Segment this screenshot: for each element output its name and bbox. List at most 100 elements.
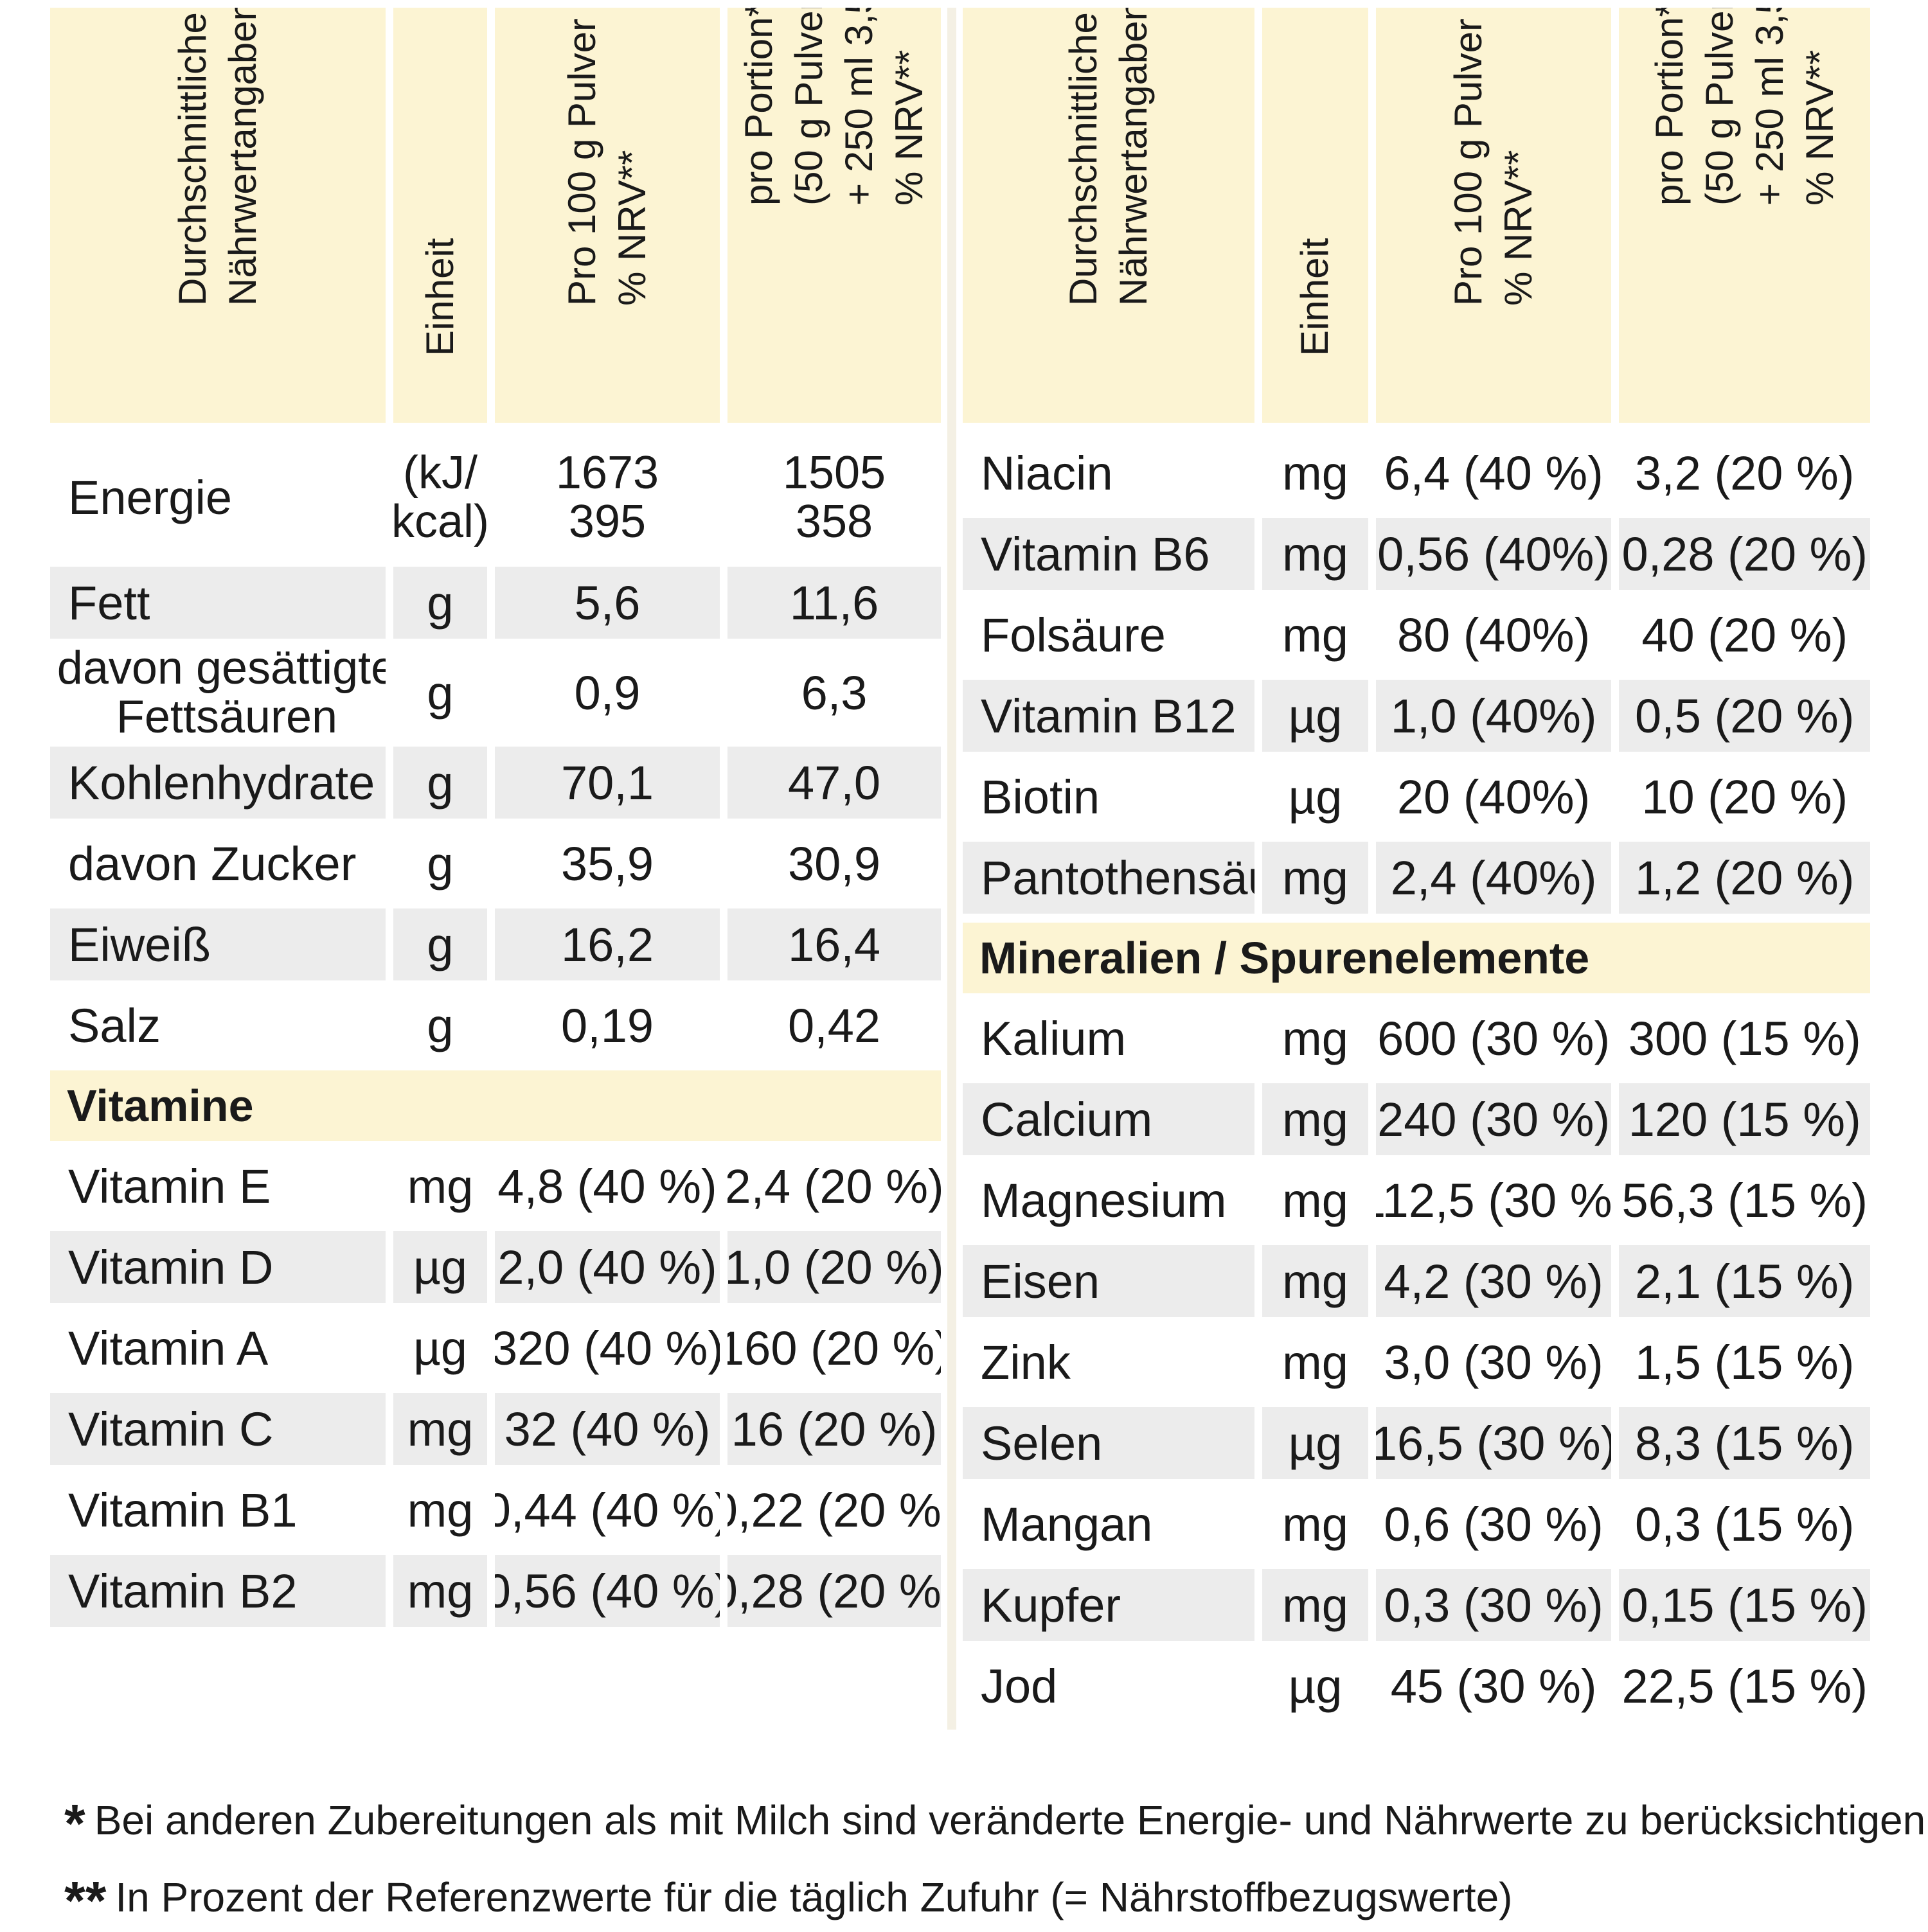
nutrient-name: Magnesium — [981, 1173, 1227, 1227]
header-line: % NRV** — [1497, 150, 1540, 306]
header-per-portion: pro Portion* (50 g Pulver + 250 ml 3,5% Mi… — [1619, 8, 1870, 423]
table-row: Jod µg 45 (30 %) 22,5 (15 %) — [963, 1650, 1870, 1722]
footnote-1: * Bei anderen Zubereitungen als mit Milch… — [64, 1793, 1925, 1855]
footnote-mark: * — [64, 1793, 85, 1854]
unit-cell: mg — [1282, 1497, 1348, 1551]
value-per-100g: 600 (30 %) — [1377, 1011, 1611, 1065]
section-minerals: Mineralien / Spurenelemente — [963, 923, 1870, 993]
value-per-100g: 0,56 (40 %) — [495, 1555, 720, 1627]
table-row: Kalium mg 600 (30 %) 300 (15 %) — [963, 1002, 1870, 1074]
value-per-portion: 16 (20 %) — [727, 1393, 941, 1465]
value-per-portion: 2,1 (15 %) — [1619, 1245, 1870, 1317]
table-row: Folsäure mg 80 (40%) 40 (20 %) — [963, 599, 1870, 671]
section-vitamins: Vitamine — [50, 1070, 941, 1141]
table-row: Magnesium mg 112,5 (30 %)56,3 (15 %) — [963, 1164, 1870, 1236]
value-per-portion-line: 358 — [795, 496, 873, 547]
unit-cell: g — [393, 908, 487, 980]
value-per-portion: 40 (20 %) — [1641, 608, 1848, 662]
unit-cell-line: (kJ/ — [403, 447, 478, 499]
table-header: Durchschnittliche Nährwertangaben Einheit… — [963, 8, 1870, 423]
value-per-100g: 2,0 (40 %) — [495, 1231, 720, 1303]
header-line: Einheit — [418, 238, 461, 356]
nutrient-name: davon gesättigte Fettsäuren — [50, 648, 386, 738]
header-line: Durchschnittliche — [1062, 12, 1105, 306]
table-row: Zink mg 3,0 (30 %) 1,5 (15 %) — [963, 1326, 1870, 1398]
header-line: % NRV** — [611, 150, 654, 306]
value-per-portion: 1,5 (15 %) — [1635, 1335, 1855, 1389]
value-per-100g: 0,6 (30 %) — [1384, 1497, 1603, 1551]
table-row: Kupfer mg 0,3 (30 %) 0,15 (15 %) — [963, 1569, 1870, 1641]
header-line: (50 g Pulver — [1697, 8, 1741, 206]
unit-cell: g — [393, 567, 487, 639]
unit-cell: mg — [1282, 1011, 1348, 1065]
table-row: Vitamin B12 µg 1,0 (40%) 0,5 (20 %) — [963, 680, 1870, 752]
value-per-portion: 10 (20 %) — [1641, 770, 1848, 824]
value-per-portion: 0,5 (20 %) — [1619, 680, 1870, 752]
value-per-100g: 0,19 — [560, 998, 654, 1052]
nutrition-table-left: Durchschnittliche Nährwertangaben Einheit… — [50, 8, 941, 1636]
value-per-portion: 160 (20 %) — [727, 1321, 941, 1375]
value-per-100g: 4,8 (40 %) — [497, 1159, 717, 1213]
table-row: Calcium mg 240 (30 %) 120 (15 %) — [963, 1083, 1870, 1155]
header-line: Pro 100 g Pulver — [560, 19, 603, 306]
unit-cell: µg — [1262, 680, 1368, 752]
value-per-portion: 16,4 — [727, 908, 941, 980]
unit-cell: µg — [1288, 770, 1343, 824]
value-per-100g: 16,5 (30 %) — [1375, 1407, 1612, 1479]
table-row: Fett g 5,6 11,6 — [50, 567, 941, 639]
header-line: Durchschnittliche — [171, 12, 214, 306]
value-per-100g: 70,1 — [495, 747, 720, 819]
nutrient-name: Kalium — [981, 1011, 1127, 1065]
value-per-portion: 0,28 (20 %) — [1619, 518, 1870, 590]
value-per-portion: 6,3 — [801, 666, 868, 720]
value-per-portion-line: 1505 — [782, 447, 886, 499]
table-row: Vitamin E mg 4,8 (40 %) 2,4 (20 %) — [50, 1150, 941, 1222]
header-line: pro Portion* — [737, 8, 780, 206]
value-per-100g: 112,5 (30 %) — [1376, 1173, 1612, 1227]
nutrient-name: Kohlenhydrate — [50, 747, 386, 819]
footnote-text: In Prozent der Referenzwerte für die täg… — [115, 1874, 1513, 1920]
value-per-100g: 320 (40 %) — [495, 1321, 720, 1375]
nutrient-name: Vitamin B6 — [963, 518, 1255, 590]
nutrient-name: Jod — [981, 1659, 1058, 1713]
unit-cell: g — [427, 837, 454, 891]
header-nutrient: Durchschnittliche Nährwertangaben — [50, 8, 386, 423]
unit-cell: g — [427, 998, 454, 1052]
nutrient-name: Folsäure — [981, 608, 1166, 662]
table-row: Mangan mg 0,6 (30 %) 0,3 (15 %) — [963, 1488, 1870, 1560]
nutrient-name: Fett — [50, 567, 386, 639]
value-per-portion: 0,22 (20 %) — [727, 1483, 941, 1537]
nutrient-name: Eiweiß — [50, 908, 386, 980]
header-per-100g: Pro 100 g Pulver% NRV** — [1375, 8, 1612, 423]
footnote-text: Bei anderen Zubereitungen als mit Milch … — [94, 1797, 1926, 1843]
nutrient-name: Calcium — [963, 1083, 1255, 1155]
table-row: Vitamin A µg 320 (40 %) 160 (20 %) — [50, 1312, 941, 1384]
unit-cell: mg — [407, 1483, 474, 1537]
table-row: Vitamin B6 mg 0,56 (40%) 0,28 (20 %) — [963, 518, 1870, 590]
value-per-portion: 120 (15 %) — [1619, 1083, 1870, 1155]
nutrient-name: Kupfer — [963, 1569, 1255, 1641]
table-row: Eiweiß g 16,2 16,4 — [50, 908, 941, 980]
table-row: davon Zucker g 35,9 30,9 — [50, 828, 941, 900]
nutrient-name: Zink — [981, 1335, 1071, 1389]
value-per-100g: 6,4 (40 %) — [1384, 446, 1603, 500]
unit-cell: mg — [1262, 1569, 1368, 1641]
value-per-100g: 45 (30 %) — [1390, 1659, 1597, 1713]
unit-cell: µg — [413, 1321, 467, 1375]
value-per-portion: 56,3 (15 %) — [1621, 1173, 1868, 1227]
value-per-100g: 2,4 (40%) — [1375, 842, 1612, 914]
table-row: davon gesättigte Fettsäuren g 0,9 6,3 — [50, 648, 941, 738]
unit-cell: mg — [393, 1393, 487, 1465]
header-unit: Einheit — [393, 8, 487, 423]
value-per-portion: 300 (15 %) — [1628, 1011, 1861, 1065]
unit-cell: mg — [1282, 608, 1348, 662]
unit-cell: mg — [1282, 1173, 1348, 1227]
value-per-portion: 1,0 (20 %) — [727, 1231, 941, 1303]
nutrient-name: Selen — [963, 1407, 1255, 1479]
table-row: Salz g 0,19 0,42 — [50, 989, 941, 1061]
unit-cell: g — [427, 666, 454, 720]
unit-cell: g — [393, 747, 487, 819]
header-line: % NRV** — [1798, 49, 1841, 206]
